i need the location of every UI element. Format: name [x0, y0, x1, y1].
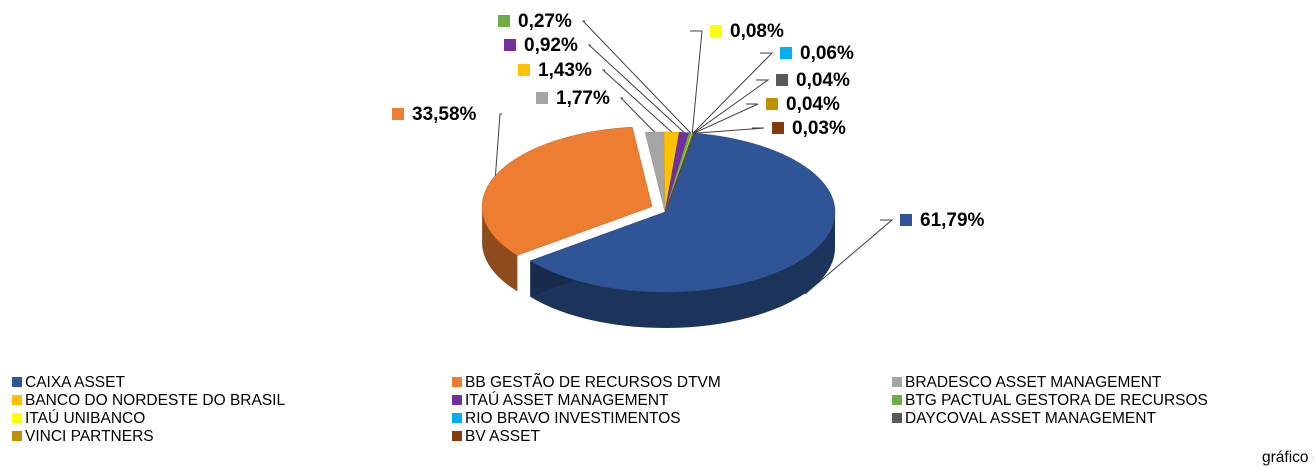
leader-line: [694, 127, 765, 134]
data-label: 33,58%: [412, 104, 477, 125]
legend-label: VINCI PARTNERS: [25, 428, 154, 445]
data-label: 61,79%: [920, 210, 985, 231]
legend-label: BANCO DO NORDESTE DO BRASIL: [25, 392, 285, 409]
label-key: [900, 214, 912, 226]
pie-slice: [481, 126, 653, 256]
legend-label: CAIXA ASSET: [25, 374, 125, 391]
legend-key: [892, 395, 902, 405]
pie-slice: [644, 131, 666, 213]
label-key: [498, 15, 510, 27]
label-key: [780, 47, 792, 59]
legend-label: BTG PACTUAL GESTORA DE RECURSOS: [905, 392, 1208, 409]
leader-line: [601, 69, 672, 133]
pie-tops: [481, 126, 836, 293]
leader-line: [587, 44, 685, 133]
leader-line: [693, 103, 759, 134]
legend-label: ITAÚ ASSET MANAGEMENT: [465, 392, 669, 409]
legend-label: BB GESTÃO DE RECURSOS DTVM: [465, 374, 721, 391]
leader-line: [581, 20, 691, 134]
legend-key: [12, 395, 22, 405]
data-label: 0,92%: [524, 35, 578, 56]
legend-label: ITAÚ UNIBANCO: [25, 410, 145, 427]
label-key: [518, 64, 530, 76]
legend-key: [452, 377, 462, 387]
legend-key: [12, 377, 22, 387]
data-label: 1,43%: [538, 60, 592, 81]
leader-line: [693, 79, 770, 134]
label-key: [772, 122, 784, 134]
legend-label: DAYCOVAL ASSET MANAGEMENT: [905, 410, 1156, 427]
pie-slice: [529, 132, 836, 293]
data-label: 0,03%: [792, 118, 846, 139]
label-key: [504, 39, 516, 51]
label-key: [766, 98, 778, 110]
leader-line: [690, 30, 703, 134]
legend-label: BV ASSET: [465, 428, 540, 445]
leader-line: [619, 97, 655, 133]
data-label: 0,04%: [786, 94, 840, 115]
leader-line: [692, 52, 774, 134]
data-label: 0,08%: [730, 21, 784, 42]
legend-key: [12, 413, 22, 423]
data-label: 0,06%: [800, 43, 854, 64]
data-label: 0,04%: [796, 70, 850, 91]
label-key: [710, 25, 722, 37]
pie-slice-side: [530, 212, 835, 328]
legend-label: RIO BRAVO INVESTIMENTOS: [465, 410, 681, 427]
legend-key: [892, 377, 902, 387]
legend-key: [452, 395, 462, 405]
label-key: [776, 74, 788, 86]
leader-line: [494, 113, 502, 176]
label-key: [536, 92, 548, 104]
legend-key: [452, 431, 462, 441]
label-key: [392, 108, 404, 120]
legend-label: BRADESCO ASSET MANAGEMENT: [905, 374, 1162, 391]
chart-note: gráfico - 06: [1262, 449, 1314, 466]
data-label: 0,27%: [518, 11, 572, 32]
legend-key: [12, 431, 22, 441]
leader-line: [804, 219, 894, 295]
legend-key: [452, 413, 462, 423]
legend-key: [892, 413, 902, 423]
pie-slice-side: [482, 206, 518, 292]
data-label: 1,77%: [556, 88, 610, 109]
